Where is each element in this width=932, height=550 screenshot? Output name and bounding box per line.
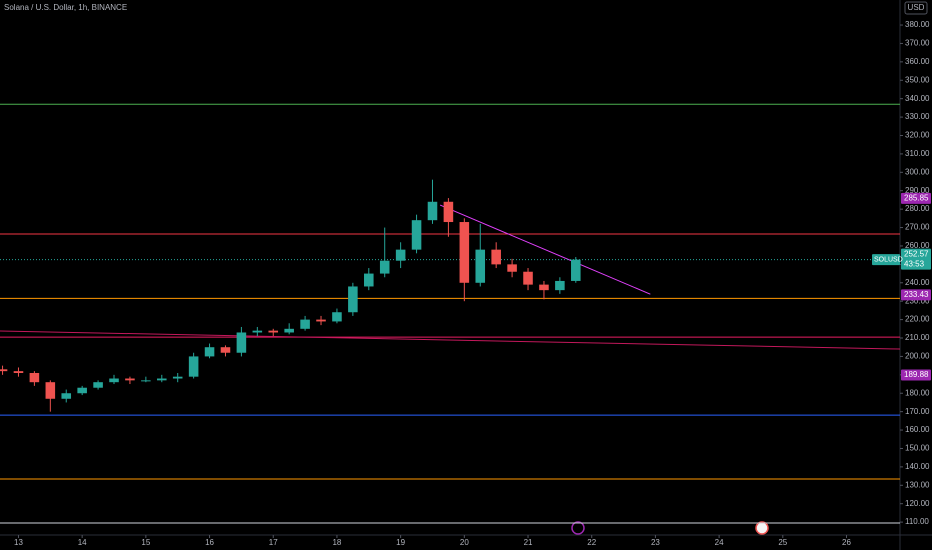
y-tick-label: 130.00 [905,480,930,489]
candle-body [204,347,215,357]
event-icon[interactable] [571,521,585,535]
event-icon[interactable] [755,521,769,535]
candle-body [236,332,247,353]
y-tick-label: 300.00 [905,167,930,176]
candle-body [125,378,135,381]
trendline [0,330,901,350]
countdown-label: 43:53 [904,260,925,269]
candle-body [427,201,438,221]
candle-body [555,280,565,291]
candle-body [268,330,279,333]
y-tick-label: 360.00 [905,57,930,66]
last-price-label: 252.57 [904,250,929,259]
x-tick-label: 22 [587,538,596,547]
y-tick-label: 340.00 [905,94,930,103]
x-tick-label: 21 [524,538,533,547]
y-tick-label: 220.00 [905,315,930,324]
currency-label[interactable]: USD [908,3,925,12]
candle-body [252,330,263,333]
plot-area [0,103,901,524]
candle-body [475,249,486,283]
x-tick-label: 24 [715,538,724,547]
candle-body [491,249,501,265]
candle-body [379,260,390,274]
y-tick-label: 350.00 [905,75,930,84]
candle-body [172,376,183,379]
y-tick-label: 310.00 [905,149,930,158]
price-tag-label: 189.88 [904,370,929,379]
x-tick-label: 26 [842,538,851,547]
chart-title: Solana / U.S. Dollar, 1h, BINANCE [4,3,127,12]
x-tick-label: 20 [460,538,469,547]
axes: 110.00 120.00 130.00 140.00 150.00 160.00 170.… [14,20,931,547]
candle-body [141,380,151,382]
candle-body [539,284,549,291]
y-tick-label: 380.00 [905,20,930,29]
y-tick-label: 260.00 [905,241,930,250]
candle-body [45,382,56,399]
currency-box[interactable] [904,1,928,15]
x-tick-label: 17 [269,538,278,547]
candle-body [395,249,406,261]
last-price-tag [901,248,931,270]
candle-body [364,273,374,287]
price-tag-label: 285.85 [904,193,929,202]
candle-body [348,286,358,313]
symbol-label: SOLUSD [874,256,903,263]
y-tick-label: 180.00 [905,388,930,397]
candle-body [443,201,454,223]
y-tick-label: 170.00 [905,407,930,416]
x-tick-label: 25 [778,538,787,547]
y-tick-label: 330.00 [905,112,930,121]
x-tick-label: 19 [396,538,405,547]
candle-body [13,371,24,373]
y-tick-label: 320.00 [905,131,930,140]
y-tick-label: 290.00 [905,186,930,195]
price-tag-label: 233.43 [904,290,929,299]
trendline [439,204,651,295]
candle-body [284,328,294,333]
symbol-tag [872,254,900,266]
candle-body [571,259,581,281]
price-tag [901,369,931,381]
candle-body [523,271,533,285]
x-tick-label: 23 [651,538,660,547]
candle-body [77,387,87,394]
x-tick-label: 14 [78,538,87,547]
y-tick-label: 370.00 [905,39,930,48]
candle-body [109,378,119,383]
y-tick-label: 210.00 [905,333,930,342]
y-tick-label: 280.00 [905,204,930,213]
y-tick-label: 200.00 [905,352,930,361]
x-tick-label: 15 [141,538,150,547]
y-tick-label: 110.00 [905,517,929,526]
candle-body [332,312,342,322]
candle-body [61,393,72,399]
candle-body [459,222,470,283]
candle-body [188,356,199,377]
candle-body [507,264,517,272]
price-tag [901,192,931,204]
candle-body [157,378,167,381]
candle-body [220,347,231,353]
x-tick-label: 16 [205,538,214,547]
y-tick-label: 240.00 [905,278,930,287]
y-tick-label: 140.00 [905,462,930,471]
y-tick-label: 270.00 [905,223,930,232]
y-tick-label: 230.00 [905,296,930,305]
x-tick-label: 18 [332,538,341,547]
price-tag [901,289,931,301]
y-tick-label: 160.00 [905,425,930,434]
y-tick-label: 150.00 [905,444,930,453]
candle-body [29,372,40,383]
x-tick-label: 13 [14,538,23,547]
y-tick-label: 120.00 [905,499,930,508]
candle-body [300,319,310,329]
candle-body [93,382,103,388]
candle-body [316,319,326,322]
candle-body [0,369,8,372]
candle-body [411,220,422,250]
